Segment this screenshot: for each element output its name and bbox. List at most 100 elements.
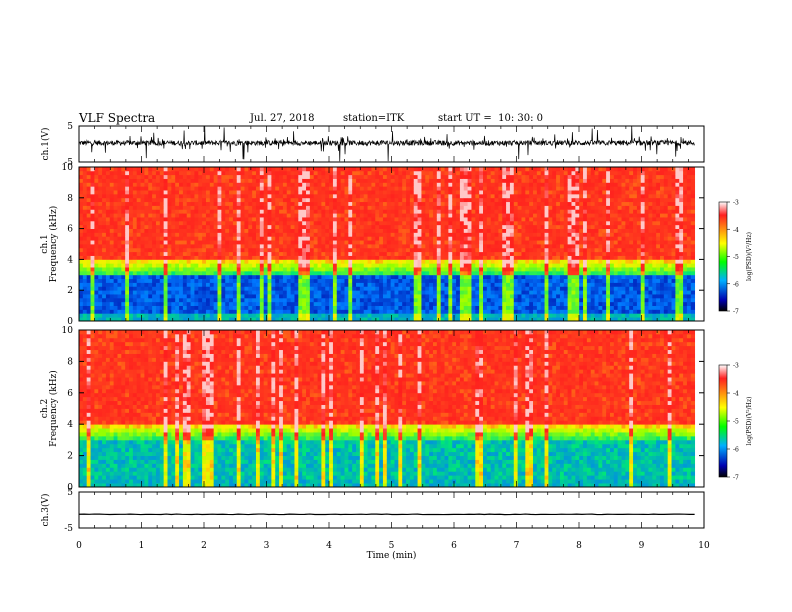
spectrogram-cell (232, 255, 238, 260)
spectrogram-cell (86, 232, 91, 237)
spectrogram-cell (302, 193, 307, 199)
spectrogram-cell (544, 197, 549, 203)
spectrogram-cell (390, 193, 395, 199)
spectrogram-cell (463, 305, 469, 310)
spectrogram-cell (155, 278, 161, 283)
spectrogram-cell (202, 297, 207, 303)
spectrogram-cell (167, 220, 172, 226)
spectrogram-cell (102, 197, 107, 203)
spectrogram-cell (202, 209, 207, 214)
spectrogram-cell (409, 197, 415, 203)
spectrogram-cell (459, 178, 465, 183)
spectrogram-cell (490, 297, 495, 303)
spectrogram-cell (105, 278, 111, 283)
spectrogram-cell (82, 232, 88, 237)
spectrogram-cell (79, 170, 84, 176)
spectrogram-cell (155, 232, 161, 237)
spectrogram-cell (286, 309, 292, 314)
spectrogram-cell (479, 178, 484, 183)
spectrogram-cell (240, 267, 245, 272)
spectrogram-cell (167, 282, 172, 287)
spectrogram-cell (340, 190, 345, 195)
spectrogram-cell (402, 182, 407, 187)
spectrogram-cell (202, 286, 207, 291)
spectrogram-cell (117, 274, 122, 280)
spectrogram-cell (544, 259, 549, 264)
spectrogram-cell (529, 309, 534, 314)
spectrogram-cell (336, 193, 342, 199)
spectrogram-cell (282, 263, 288, 268)
spectrogram-cell (309, 170, 315, 176)
spectrogram-cell (248, 290, 253, 295)
spectrogram-cell (102, 282, 107, 287)
spectrogram-cell (367, 232, 372, 237)
spectrogram-cell (533, 228, 538, 233)
spectrogram-cell (263, 232, 268, 237)
spectrogram-cell (236, 193, 241, 199)
spectrogram-cell (352, 190, 357, 195)
spectrogram-cell (121, 290, 126, 295)
spectrogram-cell (486, 240, 492, 245)
spectrogram-cell (217, 236, 222, 241)
spectrogram-cell (429, 224, 434, 229)
spectrogram-cell (121, 267, 126, 272)
spectrogram-cell (248, 217, 253, 222)
spectrogram-cell (456, 282, 461, 287)
spectrogram-cell (121, 274, 126, 280)
spectrogram-cell (506, 286, 511, 291)
spectrogram-cell (517, 244, 522, 249)
spectrogram-cell (152, 290, 157, 295)
spectrogram-cell (217, 190, 222, 195)
spectrogram-cell (309, 182, 315, 187)
spectrogram-cell (513, 297, 519, 303)
spectrogram-cell (202, 290, 207, 295)
spectrogram-cell (479, 263, 484, 268)
spectrogram-cell (367, 228, 372, 233)
spectrogram-cell (309, 220, 315, 226)
spectrogram-cell (344, 213, 349, 218)
spectrogram-cell (348, 232, 353, 237)
spectrogram-cell (294, 259, 299, 264)
spectrogram-cell (344, 190, 349, 195)
spectrogram-cell (390, 274, 395, 280)
spectrogram-cell (529, 186, 534, 191)
start-time-label: start UT = 10: 30: 0 (438, 113, 544, 124)
spectrogram-cell (132, 251, 138, 256)
spectrogram-cell (121, 174, 126, 179)
spectrogram-cell (340, 167, 345, 172)
spectrogram-cell (306, 217, 311, 222)
spectrogram-cell (425, 174, 430, 179)
spectrogram-cell (205, 297, 211, 303)
spectrogram-cell (471, 240, 476, 245)
spectrogram-cell (344, 301, 349, 306)
spectrogram-cell (209, 247, 215, 253)
spectrogram-cell (525, 244, 530, 249)
spectrogram-cell (490, 182, 495, 187)
spectrogram-cell (286, 274, 292, 280)
spectrogram-cell (513, 305, 519, 310)
spectrogram-cell (483, 259, 488, 264)
spectrogram-cell (263, 205, 268, 210)
spectrogram-cell (321, 201, 326, 206)
spectrogram-cell (386, 278, 392, 283)
spectrogram-cell (521, 286, 526, 291)
spectrogram-cell (425, 205, 430, 210)
spectrogram-cell (163, 205, 168, 210)
spectrogram-cell (252, 205, 257, 210)
spectrogram-cell (390, 209, 395, 214)
spectrogram-cell (471, 213, 476, 218)
spectrogram-cell (148, 259, 153, 264)
spectrogram-cell (163, 263, 168, 268)
spectrogram-cell (494, 170, 499, 176)
spectrogram-cell (448, 213, 453, 218)
spectrogram-cell (182, 259, 188, 264)
spectrogram-cell (467, 182, 472, 187)
spectrogram-cell (359, 201, 365, 206)
spectrogram-cell (86, 190, 91, 195)
spectrogram-cell (236, 301, 241, 306)
spectrogram-cell (98, 309, 103, 314)
spectrogram-cell (502, 232, 507, 237)
spectrogram-cell (90, 294, 95, 299)
spectrogram-cell (121, 305, 126, 310)
spectrogram-cell (105, 282, 111, 287)
